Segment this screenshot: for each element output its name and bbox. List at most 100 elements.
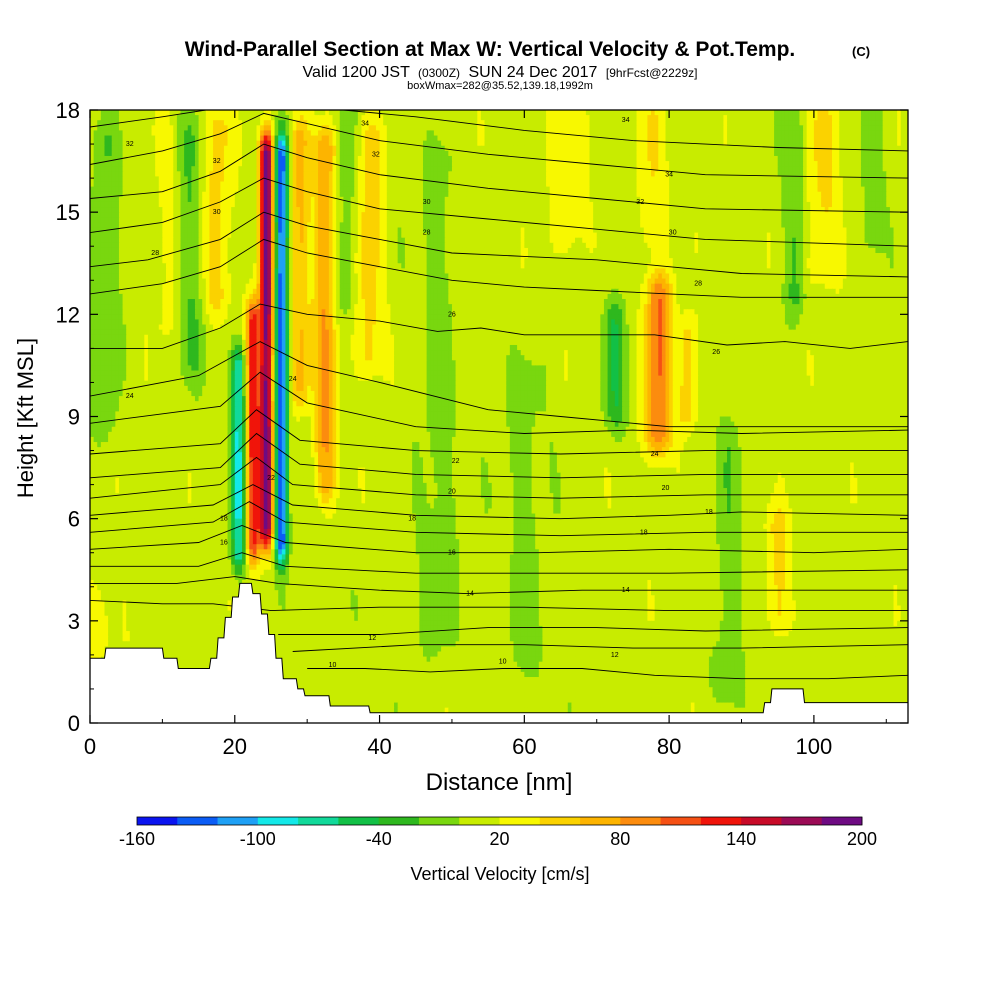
- velocity-cell: [795, 217, 801, 223]
- velocity-cell: [166, 161, 171, 167]
- velocity-cell: [835, 150, 840, 157]
- velocity-cell: [904, 176, 908, 183]
- velocity-cell: [104, 150, 109, 157]
- velocity-cell: [846, 207, 851, 213]
- velocity-cell: [882, 207, 887, 213]
- velocity-cell: [636, 166, 641, 172]
- velocity-cell: [575, 135, 580, 142]
- velocity-cell: [795, 145, 801, 152]
- velocity-cell: [133, 207, 138, 213]
- velocity-cell: [115, 115, 120, 121]
- velocity-cell: [466, 186, 471, 193]
- velocity-cell: [839, 207, 844, 213]
- velocity-cell: [556, 110, 562, 116]
- velocity-cell: [672, 135, 677, 142]
- velocity-cell: [556, 135, 562, 142]
- velocity-cell: [242, 110, 247, 116]
- chart-title: Wind-Parallel Section at Max W: Vertical…: [185, 38, 796, 61]
- velocity-cell: [111, 166, 116, 172]
- velocity-cell: [882, 145, 887, 152]
- velocity-cell: [571, 125, 576, 132]
- velocity-cell: [180, 191, 185, 198]
- velocity-cell: [231, 176, 236, 183]
- velocity-cell: [723, 155, 728, 162]
- velocity-cell: [93, 171, 98, 178]
- velocity-cell: [774, 166, 779, 172]
- velocity-cell: [553, 196, 558, 203]
- velocity-cell: [285, 196, 290, 203]
- velocity-cell: [191, 150, 196, 157]
- velocity-cell: [889, 110, 895, 116]
- velocity-cell: [97, 130, 102, 137]
- velocity-cell: [394, 186, 399, 193]
- velocity-cell: [846, 176, 851, 183]
- velocity-cell: [394, 181, 399, 188]
- velocity-cell: [245, 186, 250, 193]
- velocity-cell: [187, 201, 192, 208]
- velocity-cell: [669, 196, 674, 203]
- velocity-cell: [850, 201, 855, 208]
- velocity-cell: [292, 140, 297, 147]
- velocity-cell: [278, 166, 283, 172]
- velocity-cell: [679, 150, 685, 157]
- velocity-cell: [625, 140, 630, 147]
- velocity-cell: [184, 212, 189, 218]
- velocity-cell: [383, 161, 388, 167]
- velocity-cell: [636, 201, 641, 208]
- velocity-cell: [676, 120, 681, 126]
- velocity-cell: [122, 176, 127, 183]
- velocity-cell: [350, 207, 355, 213]
- velocity-cell: [614, 125, 620, 132]
- velocity-cell: [115, 135, 120, 142]
- velocity-cell: [727, 207, 732, 213]
- velocity-cell: [788, 125, 793, 132]
- velocity-cell: [596, 155, 601, 162]
- velocity-cell: [900, 191, 905, 198]
- velocity-cell: [828, 140, 833, 147]
- velocity-cell: [839, 110, 844, 116]
- velocity-cell: [343, 196, 348, 203]
- velocity-cell: [745, 130, 750, 137]
- velocity-cell: [252, 196, 258, 203]
- velocity-cell: [737, 166, 743, 172]
- velocity-cell: [383, 110, 388, 116]
- velocity-cell: [596, 207, 601, 213]
- velocity-cell: [549, 135, 554, 142]
- velocity-cell: [777, 115, 782, 121]
- velocity-cell: [868, 186, 873, 193]
- velocity-cell: [792, 196, 797, 203]
- velocity-cell: [144, 171, 149, 178]
- velocity-cell: [256, 140, 261, 147]
- velocity-cell: [727, 166, 732, 172]
- velocity-cell: [220, 120, 225, 126]
- velocity-cell: [281, 176, 287, 183]
- velocity-cell: [603, 176, 609, 183]
- velocity-cell: [886, 196, 891, 203]
- velocity-cell: [846, 135, 851, 142]
- velocity-cell: [111, 140, 116, 147]
- velocity-cell: [640, 145, 645, 152]
- velocity-cell: [176, 135, 182, 142]
- velocity-cell: [799, 196, 804, 203]
- velocity-cell: [665, 161, 670, 167]
- velocity-cell: [795, 171, 801, 178]
- velocity-cell: [589, 115, 594, 121]
- velocity-cell: [122, 135, 127, 142]
- velocity-cell: [444, 115, 449, 121]
- velocity-cell: [491, 171, 496, 178]
- velocity-cell: [260, 217, 265, 223]
- velocity-cell: [238, 207, 243, 213]
- velocity-cell: [542, 115, 547, 121]
- velocity-cell: [618, 130, 623, 137]
- velocity-cell: [477, 145, 482, 152]
- velocity-cell: [433, 145, 439, 152]
- velocity-cell: [632, 155, 638, 162]
- velocity-cell: [893, 186, 898, 193]
- velocity-cell: [383, 181, 388, 188]
- velocity-cell: [296, 171, 301, 178]
- velocity-cell: [491, 120, 496, 126]
- velocity-cell: [542, 145, 547, 152]
- velocity-cell: [618, 207, 623, 213]
- velocity-cell: [875, 212, 880, 218]
